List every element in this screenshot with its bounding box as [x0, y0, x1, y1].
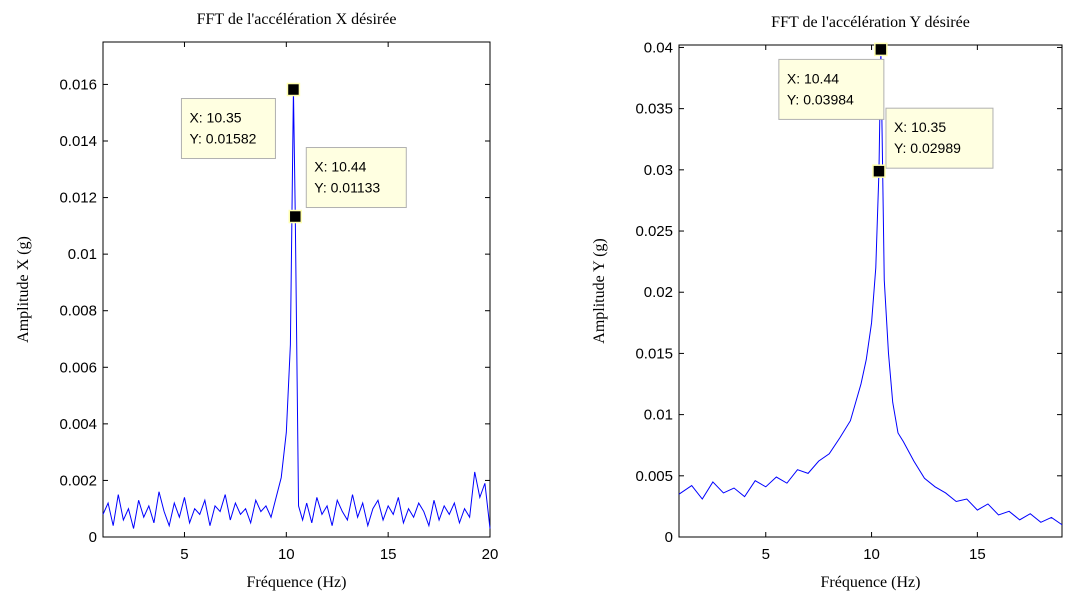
- chart-panel: FFT de l'accélération X désirée Fréquence…: [15, 11, 498, 591]
- y-tick-label: 0.03: [644, 162, 673, 179]
- chart-title: FFT de l'accélération Y désirée: [771, 14, 970, 31]
- y-axis-label: Amplitude Y (g): [591, 238, 608, 343]
- y-tick-label: 0.012: [59, 190, 97, 207]
- y-tick-label: 0.01: [68, 246, 97, 263]
- datatip-marker: [874, 42, 888, 57]
- y-tick-label: 0.002: [59, 472, 97, 489]
- datatip-marker: [872, 164, 886, 178]
- x-tick-label: 15: [380, 546, 397, 563]
- chart-panel: FFT de l'accélération Y désirée Fréquence…: [591, 14, 1063, 591]
- datatip-x: X: 10.35: [189, 110, 241, 126]
- datatip-marker: [286, 82, 301, 97]
- y-tick-label: 0.035: [635, 101, 673, 118]
- y-tick-label: 0.004: [59, 416, 97, 433]
- datatip-box: [778, 58, 885, 120]
- datatip-y: Y: 0.02989: [894, 140, 961, 156]
- axes-box: [678, 44, 1063, 538]
- datatip-y: Y: 0.01582: [189, 131, 256, 147]
- y-tick-label: 0.02: [644, 284, 673, 301]
- x-axis-label: Fréquence (Hz): [247, 574, 347, 591]
- datatip-x: X: 10.44: [314, 159, 366, 175]
- x-tick-label: 10: [278, 546, 295, 563]
- x-tick-label: 5: [762, 546, 770, 563]
- y-tick-label: 0.04: [644, 39, 673, 56]
- y-tick-label: 0: [665, 529, 673, 546]
- datatip-x: X: 10.35: [894, 119, 946, 135]
- y-tick-label: 0.01: [644, 407, 673, 424]
- x-tick-label: 20: [482, 546, 499, 563]
- x-axis-label: Fréquence (Hz): [821, 574, 921, 591]
- x-tick-label: 10: [863, 546, 880, 563]
- y-tick-label: 0.005: [635, 468, 673, 485]
- datatip-y: Y: 0.03984: [787, 91, 854, 107]
- x-tick-label: 5: [180, 546, 188, 563]
- y-tick-label: 0.016: [59, 76, 97, 93]
- y-axis-label: Amplitude X (g): [15, 236, 32, 343]
- datatip-y: Y: 0.01133: [314, 180, 380, 196]
- y-tick-label: 0: [89, 529, 97, 546]
- y-tick-label: 0.014: [59, 133, 97, 150]
- datatip-marker: [288, 209, 303, 224]
- y-tick-label: 0.025: [635, 223, 673, 240]
- y-tick-label: 0.008: [59, 303, 97, 320]
- datatip-box: [305, 147, 407, 209]
- datatip-x: X: 10.44: [787, 70, 839, 86]
- x-tick-label: 15: [969, 546, 986, 563]
- datatip-box: [885, 107, 994, 169]
- chart-title: FFT de l'accélération X désirée: [197, 11, 397, 28]
- datatip-box: [180, 98, 276, 160]
- y-tick-label: 0.006: [59, 359, 97, 376]
- y-tick-label: 0.015: [635, 345, 673, 362]
